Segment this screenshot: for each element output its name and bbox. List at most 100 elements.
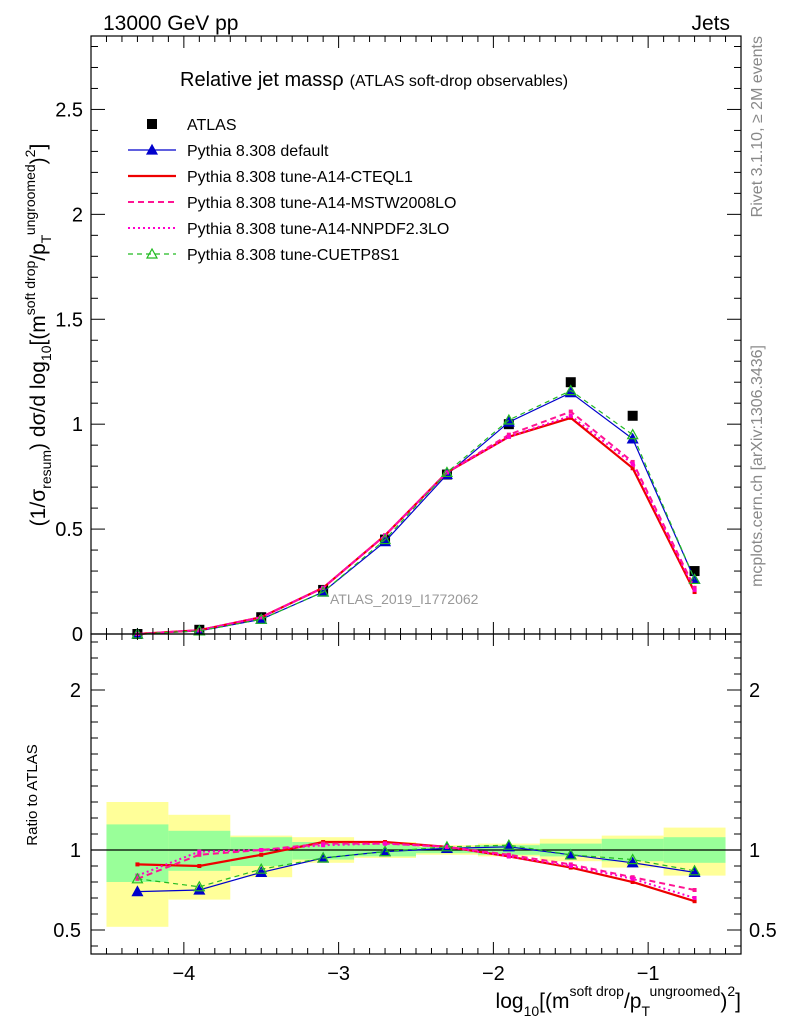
ratio-y-tick-label-right: 1: [749, 840, 760, 862]
main-point-data-8: [627, 410, 638, 421]
main-point-nnpdf-6: [506, 434, 511, 439]
x-tick-label: −1: [637, 963, 660, 985]
main-point-cuetp-7: [564, 384, 577, 396]
plot-frames: −4 −3 −2 −1 0 0.5 1 1.5 2 2.5 0.5 0.5 1 1 2 2: [53, 35, 777, 985]
legend-label-cuetp: Pythia 8.308 tune-CUETP8S1: [187, 247, 400, 264]
x-tick-label: −3: [327, 963, 350, 985]
band-inner-3: [292, 842, 355, 860]
ratio-point-nnpdf-8: [630, 876, 635, 881]
legend-label-cteql1: Pythia 8.308 tune-A14-CTEQL1: [187, 169, 413, 186]
ratio-point-cuetp-7: [564, 848, 577, 860]
main-point-cteql1-8: [630, 466, 635, 471]
legend-label-default: Pythia 8.308 default: [187, 143, 329, 160]
main-line-mstw: [137, 410, 696, 635]
ratio-point-nnpdf-9: [692, 896, 697, 900]
main-point-data-9: [689, 566, 700, 577]
ratio-point-default-9: [688, 866, 701, 878]
main-y-tick-label: 1.5: [55, 309, 83, 331]
main-y-tick-label: 1: [72, 414, 83, 436]
ratio-y-tick-label-left: 0.5: [53, 920, 81, 942]
main-line-cuetp: [137, 389, 696, 635]
ratio-point-cuetp-9: [688, 864, 701, 876]
ratio-point-cuetp-1: [193, 880, 206, 892]
ratio-point-mstw-9: [692, 888, 697, 892]
ratio-point-cteql1-1: [197, 864, 202, 868]
ratio-point-cuetp-0: [131, 872, 144, 884]
legend-label-data: ATLAS: [187, 117, 237, 134]
ratio-y-tick-label-left: 1: [70, 840, 81, 862]
main-point-nnpdf-2: [259, 615, 264, 620]
ratio-point-cuetp-3: [317, 851, 330, 863]
main-point-cuetp-2: [255, 613, 268, 624]
ratio-point-cuetp-2: [255, 862, 268, 874]
ratio-frame: [90, 633, 742, 955]
ratio-ylabel: Ratio to ATLAS: [24, 744, 41, 845]
xlabel: log10[(msoft drop/pTungroomed)2]: [496, 983, 741, 1019]
main-point-cteql1-9: [692, 590, 697, 595]
ratio-point-nnpdf-0: [135, 873, 140, 878]
x-tick-label: −4: [172, 963, 195, 985]
ratio-line-default: [137, 846, 695, 893]
ratio-point-cuetp-6: [502, 838, 515, 850]
legend: ATLAS Pythia 8.308 default Pythia 8.308 tu…: [128, 117, 456, 264]
ratio-y-tick-label-left: 2: [70, 680, 81, 702]
ratio-line-nnpdf: [137, 842, 695, 899]
main-y-tick-label: 0: [72, 624, 83, 646]
main-point-cuetp-8: [626, 428, 639, 440]
ratio-point-cteql1-9: [692, 899, 697, 904]
main-point-cuetp-4: [379, 533, 392, 545]
chart-title: Relative jet massρ (ATLAS soft-drop obser…: [180, 69, 568, 91]
main-point-nnpdf-9: [692, 587, 697, 592]
ratio-point-cteql1-8: [630, 880, 635, 884]
ratio-point-default-2: [255, 866, 268, 878]
legend-marker-data: [147, 119, 157, 129]
ratio-plot: [91, 838, 741, 904]
main-point-nnpdf-8: [630, 462, 635, 467]
legend-marker-cuetp: [145, 247, 159, 259]
main-y-tick-label: 2: [72, 204, 83, 226]
ratio-point-mstw-1: [197, 852, 202, 857]
header-collision: 13000 GeV pp: [103, 12, 238, 35]
main-point-mstw-8: [630, 459, 635, 464]
ratio-point-nnpdf-3: [321, 843, 326, 848]
legend-label-nnpdf: Pythia 8.308 tune-A14-NNPDF2.3LO: [187, 221, 449, 238]
main-point-nnpdf-5: [444, 470, 449, 475]
main-point-cuetp-3: [317, 585, 330, 597]
ratio-point-default-1: [193, 883, 206, 895]
ratio-point-nnpdf-4: [383, 841, 388, 846]
ratio-point-nnpdf-5: [444, 844, 449, 849]
ratio-point-cuetp-8: [626, 853, 639, 865]
ratio-point-nnpdf-6: [506, 854, 511, 859]
ratio-point-nnpdf-1: [197, 849, 202, 854]
main-point-mstw-7: [568, 409, 573, 414]
main-point-cuetp-9: [688, 573, 701, 585]
ratio-line-mstw: [137, 842, 695, 891]
main-y-tick-label: 2.5: [55, 99, 83, 121]
x-tick-label: −2: [482, 963, 505, 985]
main-ylabel: (1/σresum) dσ/d log10[(msoft drop/pTungr…: [22, 144, 54, 527]
legend-marker-default: [145, 143, 159, 155]
ratio-point-cteql1-2: [259, 852, 264, 857]
main-point-cteql1-7: [568, 415, 573, 420]
rivet-label: Rivet 3.1.10, ≥ 2M events: [749, 36, 766, 217]
ratio-point-cuetp-4: [379, 845, 392, 857]
ratio-y-tick-label-right: 0.5: [749, 920, 777, 942]
band-inner-0: [106, 824, 169, 882]
main-point-nnpdf-7: [568, 413, 573, 418]
ratio-point-default-6: [502, 840, 515, 852]
main-plot: [131, 377, 701, 639]
main-point-cuetp-5: [440, 466, 453, 478]
main-y-tick-label: 0.5: [55, 519, 83, 541]
main-point-data-7: [565, 377, 576, 388]
ratio-point-cteql1-0: [135, 862, 140, 867]
mcplots-label: mcplots.cern.ch [arXiv:1306.3436]: [749, 345, 766, 587]
ratio-point-nnpdf-2: [259, 848, 264, 852]
ratio-point-nnpdf-7: [568, 864, 573, 868]
ratio-line-cuetp: [137, 844, 695, 888]
analysis-watermark: ATLAS_2019_I1772062: [330, 591, 479, 607]
main-point-mstw-6: [506, 432, 511, 437]
ratio-point-cuetp-5: [440, 840, 453, 852]
ratio-point-default-8: [626, 856, 639, 868]
ratio-point-default-0: [131, 885, 144, 897]
